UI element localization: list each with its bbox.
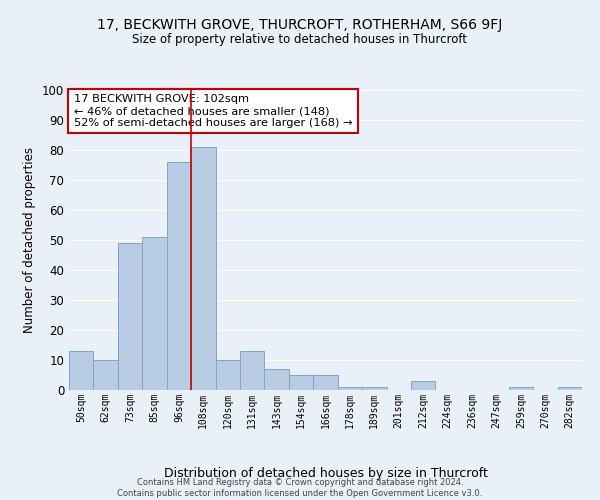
Text: 17, BECKWITH GROVE, THURCROFT, ROTHERHAM, S66 9FJ: 17, BECKWITH GROVE, THURCROFT, ROTHERHAM… [97, 18, 503, 32]
Bar [411, 381, 436, 390]
Bar [94, 360, 118, 390]
Bar [313, 375, 338, 390]
Bar [118, 243, 142, 390]
Bar [142, 237, 167, 390]
Bar [289, 375, 313, 390]
Y-axis label: Number of detached properties: Number of detached properties [23, 147, 37, 333]
Bar [557, 387, 582, 390]
Bar [69, 351, 94, 390]
Bar [509, 387, 533, 390]
Bar [215, 360, 240, 390]
Bar [338, 387, 362, 390]
X-axis label: Distribution of detached houses by size in Thurcroft: Distribution of detached houses by size … [164, 467, 487, 480]
Bar [240, 351, 265, 390]
Bar [265, 369, 289, 390]
Text: Contains HM Land Registry data © Crown copyright and database right 2024.
Contai: Contains HM Land Registry data © Crown c… [118, 478, 482, 498]
Text: Size of property relative to detached houses in Thurcroft: Size of property relative to detached ho… [133, 32, 467, 46]
Bar [191, 147, 215, 390]
Bar [362, 387, 386, 390]
Text: 17 BECKWITH GROVE: 102sqm
← 46% of detached houses are smaller (148)
52% of semi: 17 BECKWITH GROVE: 102sqm ← 46% of detac… [74, 94, 353, 128]
Bar [167, 162, 191, 390]
